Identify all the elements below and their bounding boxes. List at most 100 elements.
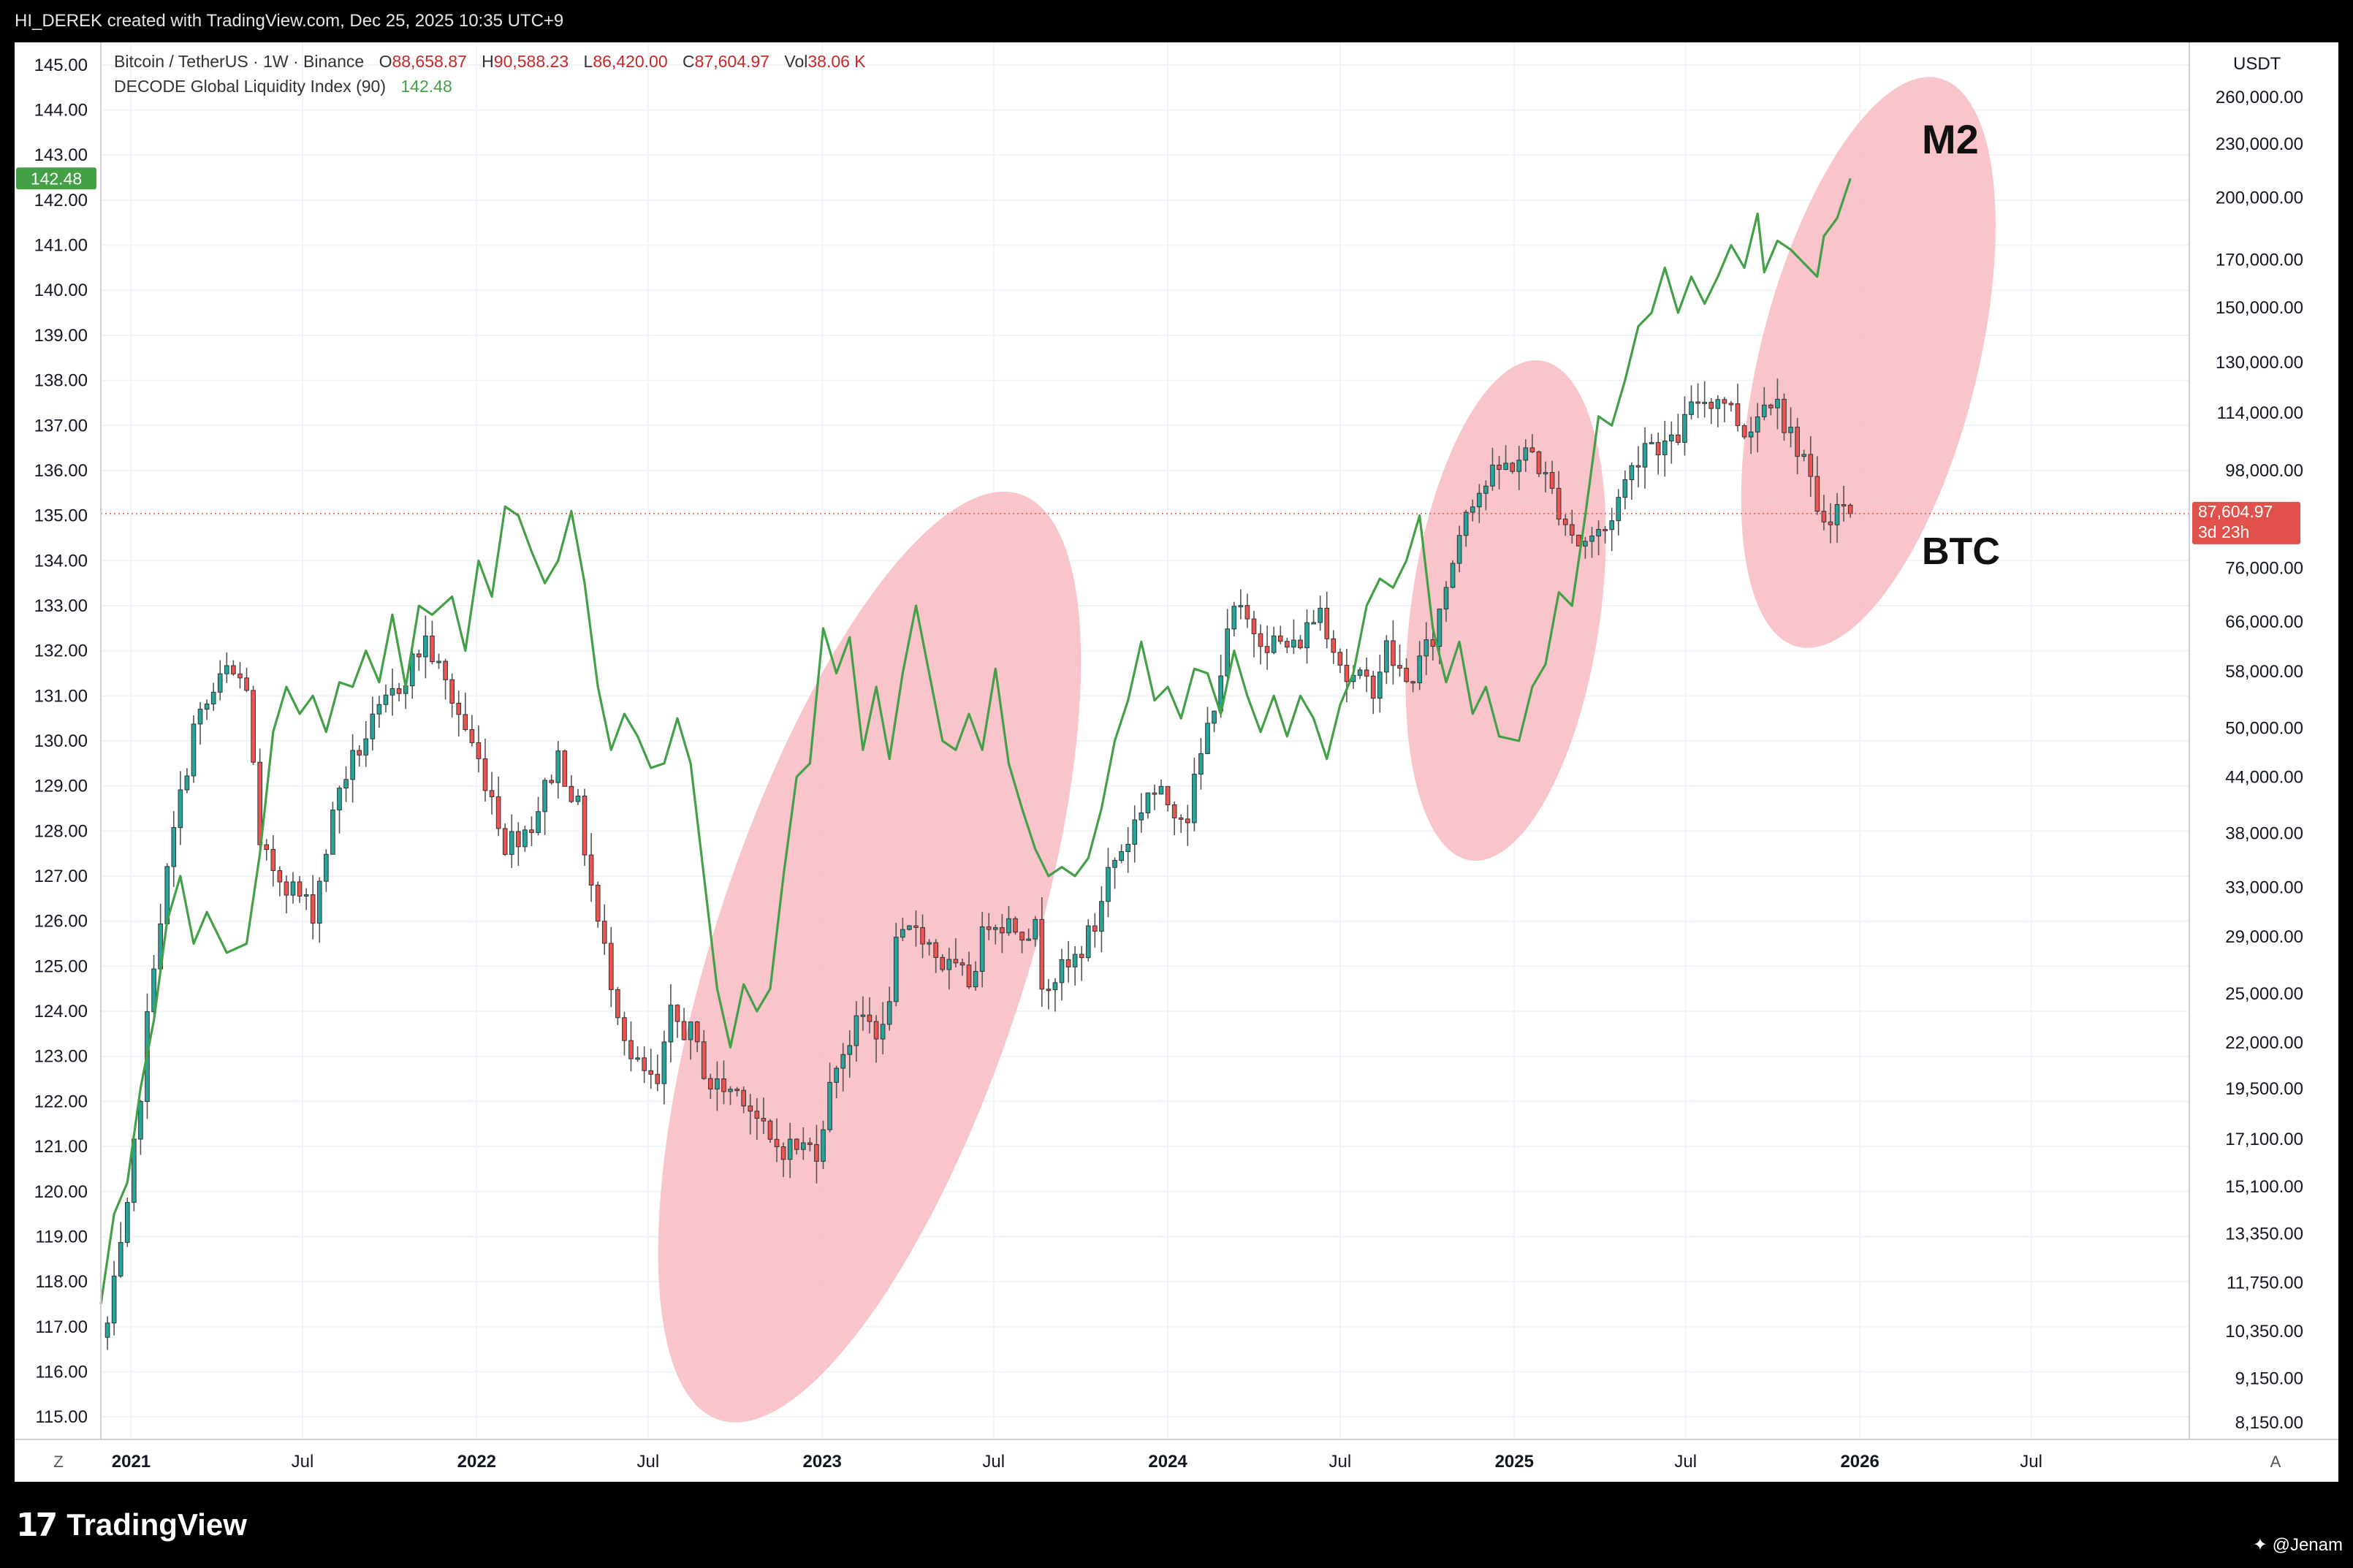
candle-body [1503, 463, 1508, 470]
candle-body [1695, 401, 1700, 404]
time-axis-label: 2024 [1148, 1452, 1187, 1472]
candle-body [178, 789, 183, 829]
time-axis-label: 2023 [803, 1452, 842, 1472]
left-axis-tick: 138.00 [34, 371, 88, 391]
candle-body [1669, 434, 1674, 442]
candle-body [1516, 460, 1522, 472]
candle-body [708, 1078, 713, 1089]
candle-body [787, 1138, 793, 1160]
candle-body [396, 688, 402, 694]
right-axis-tick: 19,500.00 [2225, 1079, 2303, 1099]
candle-body [741, 1089, 746, 1107]
candle-body [1755, 416, 1760, 433]
candle-body [1741, 425, 1747, 438]
candle-body [1264, 646, 1270, 653]
highlight-ellipse [1405, 360, 1606, 861]
legend-vol-value: 38.06 K [807, 52, 866, 71]
candle-body [184, 775, 190, 791]
candle-body [1212, 710, 1217, 724]
candle-body [648, 1070, 654, 1075]
candle-body [761, 1118, 767, 1122]
right-axis-tick: 13,350.00 [2225, 1224, 2303, 1244]
right-axis-tick: 9,150.00 [2235, 1369, 2303, 1388]
highlight-layer [658, 77, 1996, 1423]
candle-body [1470, 506, 1475, 513]
legend-c-value: 87,604.97 [695, 52, 769, 71]
candle-body [1171, 804, 1177, 818]
countdown-text: 3d 23h [2198, 522, 2249, 541]
candle-body [1331, 638, 1337, 653]
candle-body [423, 635, 428, 658]
candle-body [1377, 671, 1383, 699]
candle-body [343, 779, 349, 789]
left-axis-tick: 131.00 [34, 686, 88, 706]
candle-body [1410, 681, 1415, 684]
candle-body [151, 968, 156, 1013]
candle-body [1510, 463, 1515, 472]
candle-body [873, 1021, 879, 1040]
candle-body [979, 926, 985, 972]
candle-body [1125, 843, 1130, 853]
candle-body [138, 1100, 143, 1140]
candle-body [655, 1073, 661, 1084]
candle-body [840, 1054, 846, 1069]
candle-body [376, 704, 382, 715]
candle-body [1782, 398, 1787, 433]
author-name: @Jenam [2272, 1535, 2343, 1555]
grid [101, 42, 2189, 1439]
candle-body [231, 665, 236, 674]
candle-body [1722, 399, 1727, 404]
ohlc-legend: Bitcoin / TetherUS · 1W · Binance O88,65… [114, 52, 866, 71]
candle-body [933, 942, 938, 958]
candle-body [1033, 918, 1038, 940]
chart-svg[interactable]: 145.00 144.00 143.00 142.00 141.00 140.00 139.… [15, 42, 2338, 1482]
candle-body [1748, 431, 1754, 438]
candle-body [482, 758, 488, 791]
right-axis-tick: 11,750.00 [2227, 1273, 2303, 1293]
candle-body [1609, 520, 1615, 530]
candle-body [1026, 938, 1031, 941]
candle-body [1834, 504, 1840, 525]
candle-body [555, 750, 561, 783]
candle-body [516, 831, 521, 848]
candle-body [959, 962, 965, 966]
candle-body [1158, 785, 1164, 795]
candle-body [104, 1322, 110, 1338]
candle-body [595, 884, 601, 922]
candle-body [1324, 607, 1330, 639]
right-axis-tick: 8,150.00 [2235, 1413, 2303, 1433]
candle-body [986, 926, 992, 930]
candle-body [536, 811, 541, 833]
left-axis-tick: 144.00 [34, 101, 88, 121]
right-axis-tick: 25,000.00 [2225, 984, 2303, 1004]
legend-l-label: L [584, 52, 593, 71]
tradingview-logo-text: TradingView [66, 1507, 247, 1542]
left-axis-tick: 140.00 [34, 281, 88, 300]
left-axis-tick: 143.00 [34, 145, 88, 165]
liquidity-line-layer [99, 178, 1852, 1305]
candle-body [569, 785, 574, 802]
candle-body [1642, 443, 1648, 468]
right-axis-tick: 44,000.00 [2225, 768, 2303, 788]
tradingview-logo[interactable]: 17 TradingView [16, 1507, 247, 1544]
candle-body [834, 1067, 839, 1083]
right-axis-tick: 98,000.00 [2225, 461, 2303, 481]
candle-body [350, 750, 355, 780]
left-axis-tick: 127.00 [34, 867, 88, 886]
timezone-corner-button[interactable]: Z [53, 1453, 63, 1471]
candle-body [1397, 665, 1402, 669]
candle-body [1529, 447, 1535, 452]
right-axis-tick: 66,000.00 [2225, 612, 2303, 632]
time-axis-label: Jul [292, 1452, 314, 1472]
candle-body [913, 925, 919, 928]
candle-body [1556, 487, 1562, 520]
candle-body [767, 1120, 773, 1140]
right-axis-tick: 15,100.00 [2225, 1177, 2303, 1197]
candle-body [118, 1241, 123, 1276]
auto-scale-button[interactable]: A [2270, 1453, 2281, 1471]
candle-body [1676, 434, 1681, 443]
candle-body [794, 1138, 799, 1150]
candle-body [694, 1021, 700, 1043]
chart-frame: 145.00 144.00 143.00 142.00 141.00 140.00 139.… [15, 42, 2338, 1482]
left-axis-tick: 123.00 [34, 1047, 88, 1067]
